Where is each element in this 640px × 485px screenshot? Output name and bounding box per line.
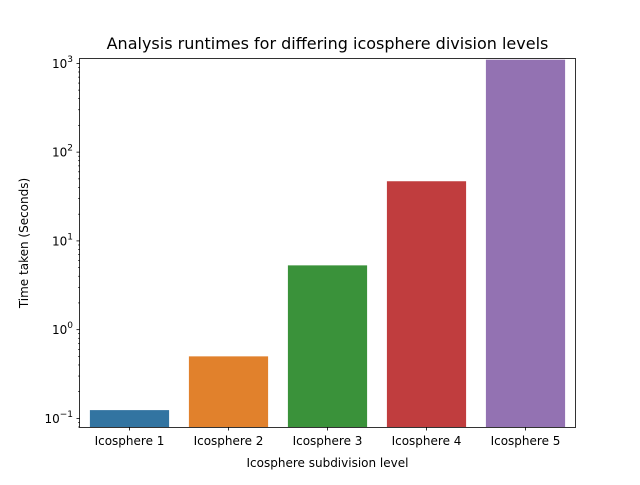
plot-frame	[79, 58, 576, 428]
y-tick-exponent: 0	[67, 321, 73, 331]
y-tick-base: 10	[52, 323, 67, 337]
y-tick-exponent: 3	[67, 55, 73, 65]
chart-title: Analysis runtimes for differing icospher…	[107, 34, 549, 53]
y-tick-exponent: −1	[60, 410, 73, 420]
y-axis-label: Time taken (Seconds)	[17, 178, 31, 309]
bar-icosphere-1	[89, 410, 170, 427]
x-tick-label: Icosphere 3	[293, 434, 363, 448]
y-tick-label: 103	[52, 55, 73, 71]
bar-icosphere-4	[386, 181, 467, 427]
y-tick-exponent: 1	[67, 232, 73, 242]
x-tick-label: Icosphere 2	[194, 434, 264, 448]
y-tick-base: 10	[52, 57, 67, 71]
bar-icosphere-3	[287, 265, 368, 427]
x-tick-label: Icosphere 4	[392, 434, 462, 448]
y-tick-label: 101	[52, 232, 73, 248]
bar-icosphere-5	[485, 59, 566, 428]
bar-icosphere-2	[188, 356, 269, 427]
y-tick-label: 100	[52, 321, 73, 337]
x-tick-label: Icosphere 5	[491, 434, 561, 448]
y-tick-label: 10−1	[44, 410, 73, 426]
x-ticks: Icosphere 1 Icosphere 2 Icosphere 3 Icosphe…	[95, 427, 561, 448]
y-tick-base: 10	[52, 146, 67, 160]
bars	[89, 59, 566, 428]
y-tick-base: 10	[44, 412, 59, 426]
y-tick-label: 102	[52, 144, 73, 160]
y-tick-base: 10	[52, 234, 67, 248]
x-tick-label: Icosphere 1	[95, 434, 165, 448]
x-axis-label: Icosphere subdivision level	[247, 456, 409, 470]
y-tick-exponent: 2	[67, 144, 73, 154]
